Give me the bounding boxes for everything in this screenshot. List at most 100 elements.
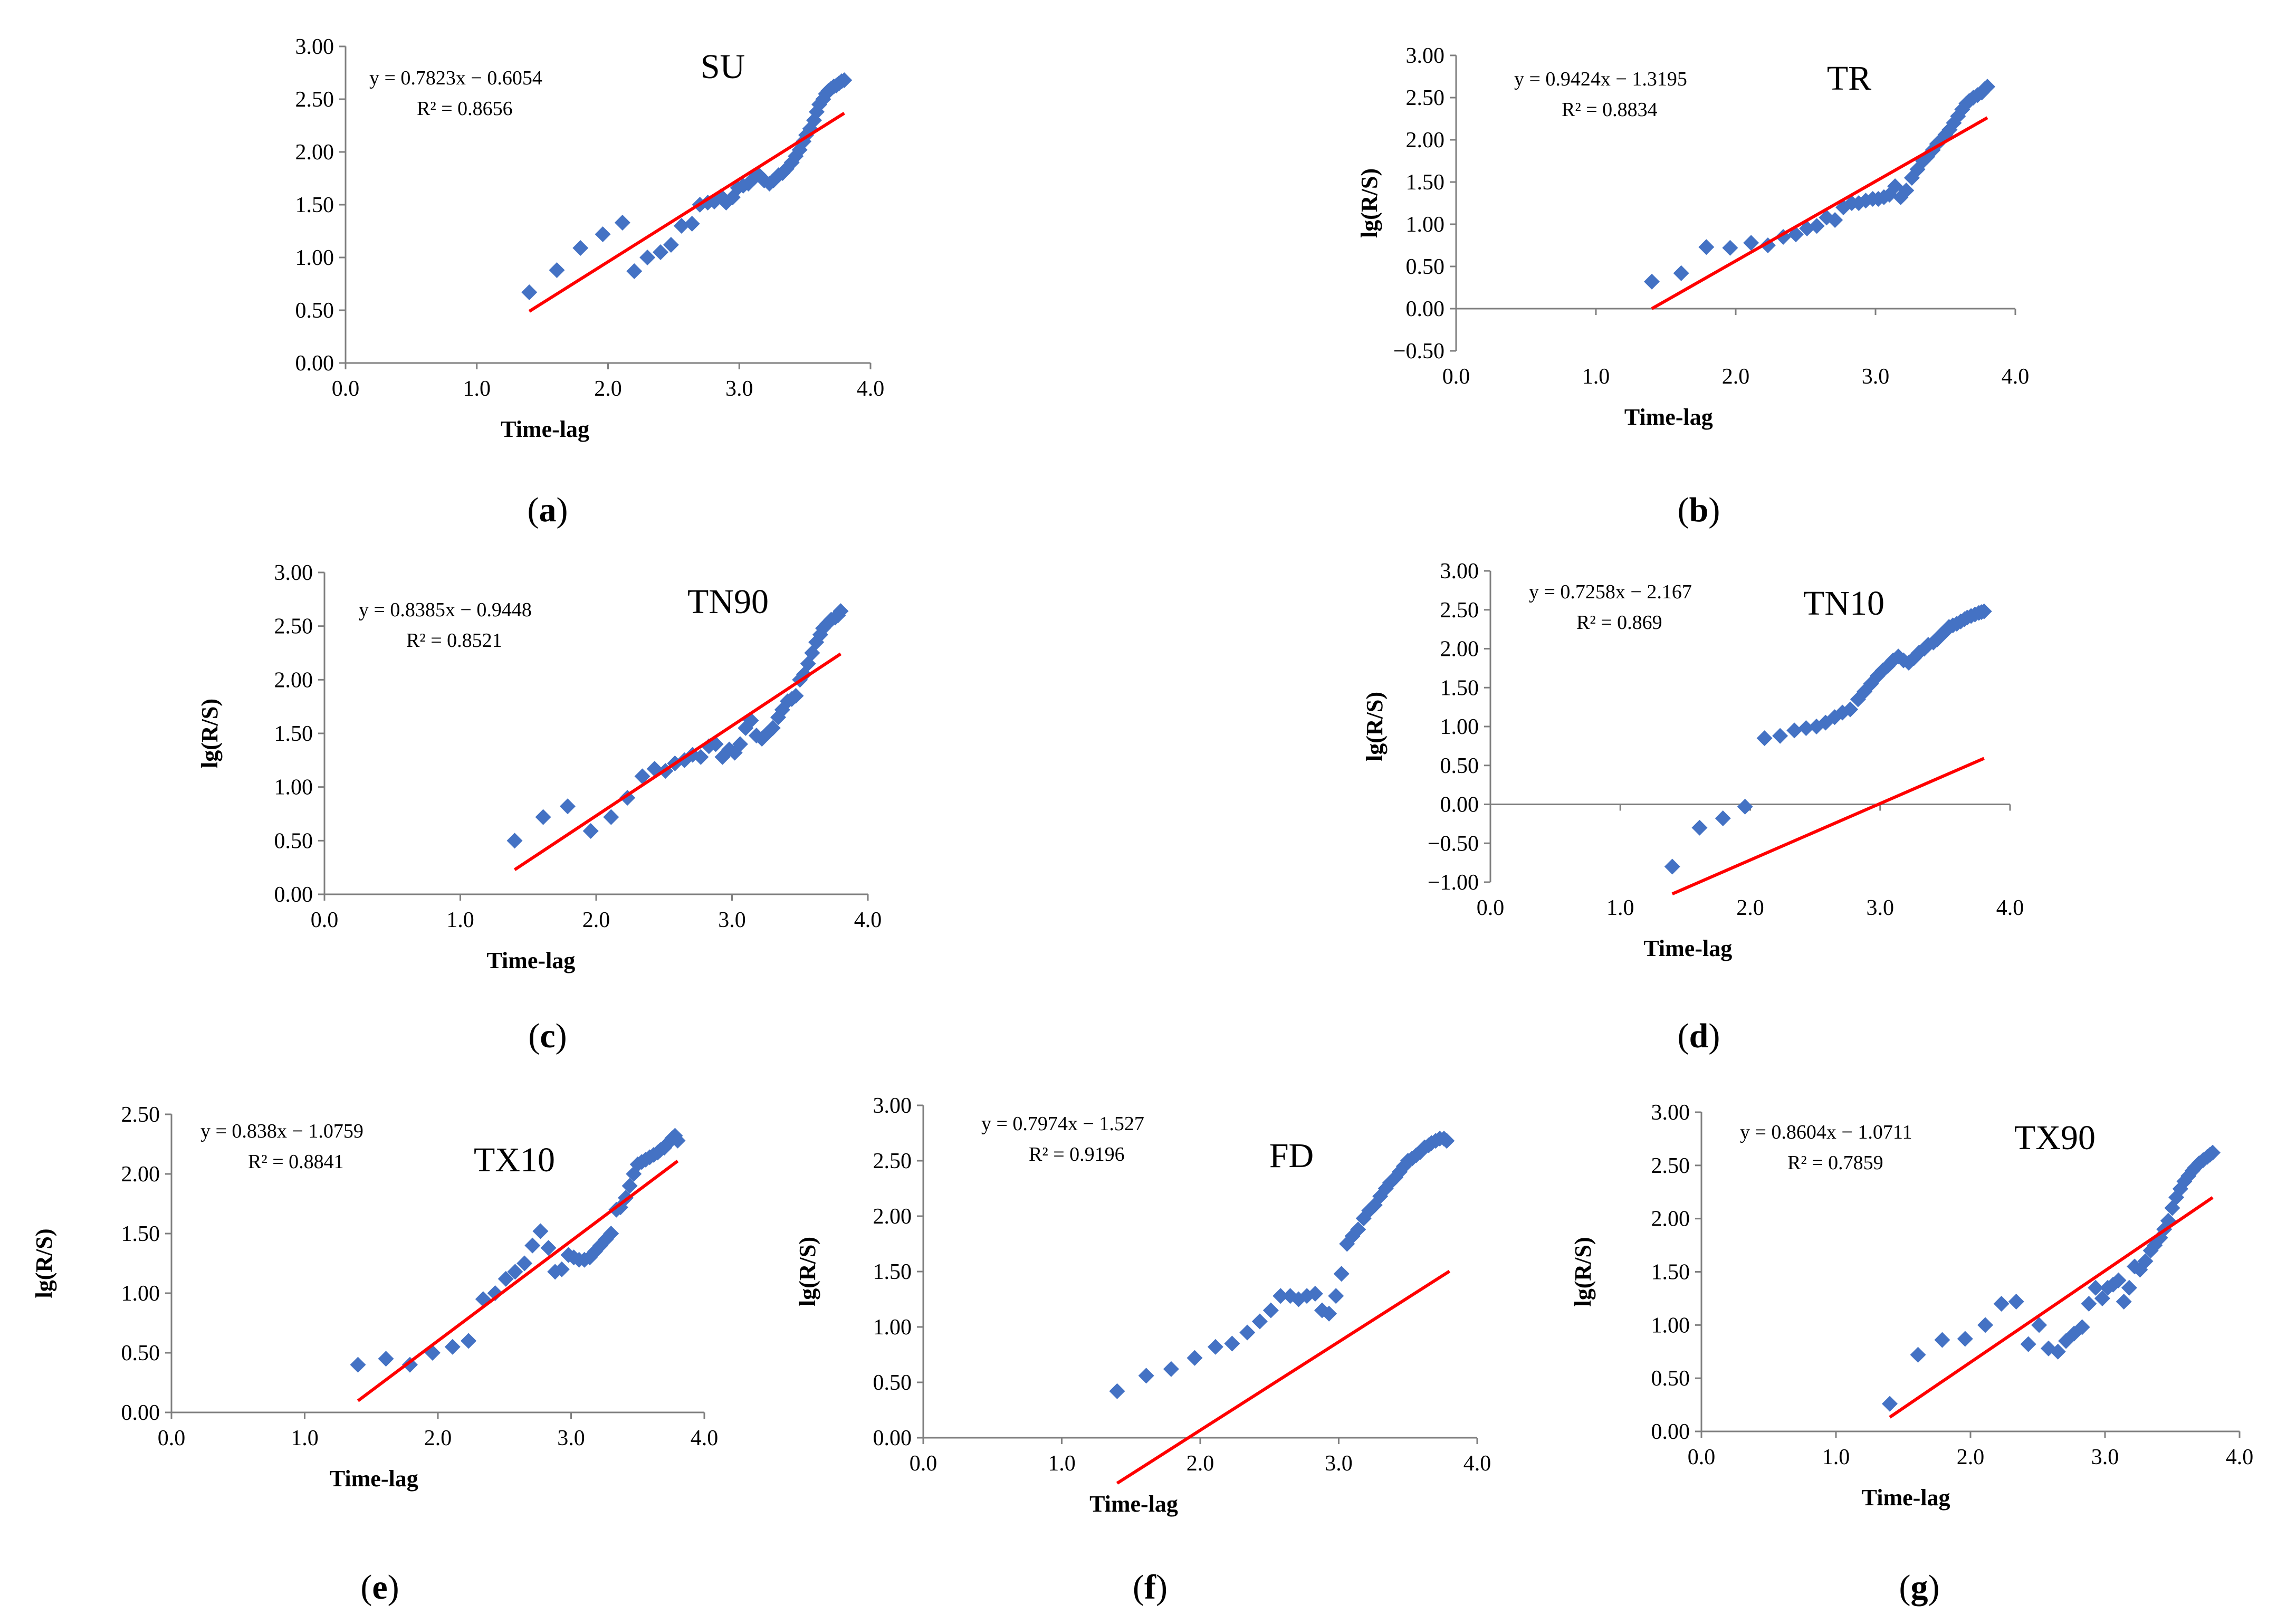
y-tick-label: 0.50 <box>1651 1367 1690 1391</box>
data-point <box>498 1270 514 1287</box>
y-tick-label: 0.50 <box>873 1371 912 1395</box>
x-tick-label: 0.0 <box>311 908 339 932</box>
data-point <box>603 809 619 825</box>
panel-caption: (e) <box>360 1568 399 1607</box>
trend-equation: y = 0.7823x − 0.6054 <box>369 67 542 89</box>
data-point <box>1756 730 1773 747</box>
data-point <box>516 1255 533 1272</box>
data-point <box>506 833 523 849</box>
panel-caption: (c) <box>528 1017 567 1055</box>
data-point <box>524 1237 541 1254</box>
data-point <box>2008 1293 2024 1310</box>
data-point <box>1882 1396 1898 1412</box>
y-tick-label: 3.00 <box>1406 44 1445 68</box>
data-point <box>2205 1144 2221 1161</box>
y-axis-title: lg(R/S) <box>197 699 223 768</box>
x-tick-label: 1.0 <box>291 1426 319 1450</box>
data-point <box>2110 1272 2127 1288</box>
data-point <box>461 1333 477 1349</box>
x-tick-label: 2.0 <box>1187 1451 1214 1476</box>
y-tick-label: 1.50 <box>873 1260 912 1284</box>
y-tick-label: 2.50 <box>873 1149 912 1173</box>
data-point <box>1239 1324 1256 1341</box>
trend-equation: y = 0.7974x − 1.527 <box>981 1113 1144 1135</box>
trend-equation: y = 0.7258x − 2.167 <box>1529 581 1692 603</box>
y-tick-label: −0.50 <box>1428 832 1479 856</box>
y-axis-title: lg(R/S) <box>1570 1237 1596 1307</box>
data-point <box>1224 1335 1240 1352</box>
data-point <box>1307 1286 1323 1302</box>
data-point <box>1321 1305 1337 1322</box>
x-tick-label: 1.0 <box>1822 1445 1850 1469</box>
y-tick-label: 1.50 <box>1406 170 1445 195</box>
y-tick-label: 1.50 <box>1651 1260 1690 1285</box>
x-tick-label: 3.0 <box>718 908 746 932</box>
data-point <box>2050 1343 2066 1360</box>
x-tick-label: 4.0 <box>691 1426 719 1450</box>
data-point <box>1439 1133 1455 1149</box>
data-point <box>684 216 700 232</box>
y-tick-label: 0.50 <box>1440 754 1479 778</box>
y-tick-label: 2.50 <box>274 615 313 639</box>
y-tick-label: 1.50 <box>295 193 334 217</box>
data-point <box>553 1261 570 1277</box>
data-point <box>634 768 650 785</box>
y-tick-label: 1.00 <box>1440 715 1479 739</box>
trend-line <box>1889 1196 2214 1419</box>
trend-equation: y = 0.838x − 1.0759 <box>200 1120 363 1142</box>
y-tick-label: 2.00 <box>295 140 334 165</box>
data-point <box>2116 1293 2132 1310</box>
data-point <box>1251 1313 1268 1330</box>
x-tick-label: 3.0 <box>725 377 753 401</box>
panel-caption: (f) <box>1133 1568 1168 1607</box>
data-point <box>507 1264 523 1280</box>
y-axis-title: lg(R/S) <box>1356 168 1382 238</box>
trend-line <box>1651 116 1988 310</box>
trend-equation: y = 0.8385x − 0.9448 <box>359 599 532 621</box>
data-point <box>1207 1339 1223 1355</box>
x-axis-title: Time-lag <box>501 416 589 442</box>
y-axis-title: lg(R/S) <box>31 1229 57 1298</box>
y-tick-label: 2.00 <box>1406 128 1445 152</box>
panel-caption: (g) <box>1899 1568 1940 1607</box>
x-tick-label: 0.0 <box>1442 365 1470 389</box>
x-tick-label: 1.0 <box>463 377 491 401</box>
y-tick-label: 2.00 <box>1440 637 1479 662</box>
data-point <box>1827 212 1843 228</box>
x-tick-label: 4.0 <box>857 377 885 401</box>
x-tick-label: 4.0 <box>1996 896 2024 920</box>
data-point <box>603 1226 619 1241</box>
y-tick-label: 1.00 <box>295 246 334 270</box>
data-point <box>621 1178 638 1194</box>
data-point <box>1957 1331 1973 1347</box>
data-point <box>1187 1350 1203 1366</box>
chart-panel-a: 0.00 0.50 1.00 1.50 2.00 2.50 3.00 0.0 1.0 2.0 3.0… <box>295 35 885 529</box>
data-point <box>1934 1332 1950 1348</box>
data-point <box>1262 1302 1279 1319</box>
data-point <box>1673 265 1689 281</box>
data-point <box>582 823 599 839</box>
data-point <box>1691 819 1708 836</box>
y-tick-label: 0.50 <box>121 1341 160 1365</box>
data-point <box>350 1356 366 1373</box>
data-point <box>1976 603 1992 619</box>
y-tick-label: 2.50 <box>1651 1154 1690 1178</box>
y-tick-label: 0.00 <box>1651 1420 1690 1444</box>
data-point <box>1722 240 1738 256</box>
y-tick-label: 0.00 <box>274 883 313 907</box>
x-tick-label: 1.0 <box>446 908 474 932</box>
x-tick-label: 3.0 <box>1867 896 1895 920</box>
data-point <box>732 736 748 752</box>
x-axis-title: Time-lag <box>486 948 575 973</box>
chart-panel-d: −1.00 −0.50 0.00 0.50 1.00 1.50 2.00 2.50 3.00 0.… <box>1362 559 2024 1055</box>
y-tick-label: 2.00 <box>1651 1207 1690 1231</box>
y-tick-label: 1.00 <box>274 776 313 800</box>
x-tick-label: 3.0 <box>557 1426 585 1450</box>
data-point <box>1333 1266 1350 1282</box>
r-squared: R² = 0.8841 <box>248 1151 344 1173</box>
y-tick-label: −0.50 <box>1393 339 1444 364</box>
y-axis-title: lg(R/S) <box>1362 692 1388 761</box>
panel-caption: (a) <box>528 491 568 529</box>
data-point <box>2074 1319 2090 1335</box>
